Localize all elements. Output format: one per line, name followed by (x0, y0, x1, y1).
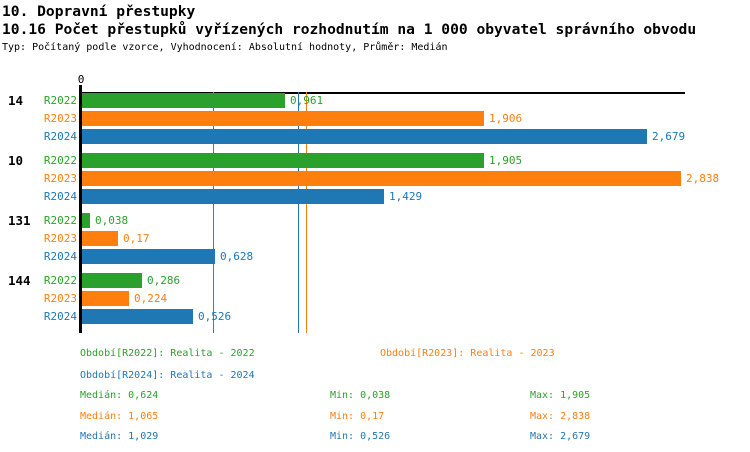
min-stat-r2023: Min: 0,17 (330, 411, 385, 422)
legend-series-r2023: Období[R2023]: Realita - 2023 (380, 348, 555, 359)
x-axis-zero-tick-label: 0 (77, 73, 85, 86)
chart-title: 10.16 Počet přestupků vyřízených rozhodn… (2, 21, 697, 38)
bar-value-label-r2024-group-14: 2,679 (652, 130, 686, 143)
bar-r2023-group-144 (82, 291, 129, 306)
bar-r2022-group-10 (82, 153, 484, 168)
bar-value-label-r2023-group-10: 2,838 (686, 172, 720, 185)
max-stat-r2023: Max: 2,838 (530, 411, 591, 422)
row-label-r2024-group-10: R2024 (43, 190, 77, 203)
bar-value-label-r2024-group-10: 1,429 (389, 190, 423, 203)
row-label-r2024-group-144: R2024 (43, 310, 77, 323)
bar-r2022-group-14 (82, 93, 285, 108)
bar-value-label-r2022-group-10: 1,905 (489, 154, 523, 167)
bar-value-label-r2023-group-144: 0,224 (134, 292, 168, 305)
row-label-r2022-group-144: R2022 (43, 274, 77, 287)
y-axis-line (79, 85, 82, 333)
min-stat-r2024: Min: 0,526 (330, 431, 391, 442)
bar-r2024-group-10 (82, 189, 384, 204)
row-label-r2022-group-10: R2022 (43, 154, 77, 167)
bar-value-label-r2024-group-131: 0,628 (220, 250, 254, 263)
row-label-r2023-group-144: R2023 (43, 292, 77, 305)
chart-subtitle: Typ: Počítaný podle vzorce, Vyhodnocení:… (2, 42, 448, 53)
row-label-r2023-group-14: R2023 (43, 112, 77, 125)
bar-r2024-group-14 (82, 129, 647, 144)
legend-series-r2022: Období[R2022]: Realita - 2022 (80, 348, 255, 359)
median-stat-r2022: Medián: 0,624 (80, 390, 159, 401)
median-line-r2023 (306, 92, 307, 333)
x-axis-line (79, 92, 685, 94)
group-label-14: 14 (8, 93, 24, 108)
row-label-r2023-group-10: R2023 (43, 172, 77, 185)
median-line-r2024 (298, 92, 299, 333)
bar-r2023-group-131 (82, 231, 118, 246)
bar-value-label-r2023-group-131: 0,17 (123, 232, 150, 245)
row-label-r2022-group-131: R2022 (43, 214, 77, 227)
bar-r2022-group-131 (82, 213, 90, 228)
bar-value-label-r2022-group-14: 0,961 (290, 94, 324, 107)
median-stat-r2023: Medián: 1,065 (80, 411, 159, 422)
max-stat-r2022: Max: 1,905 (530, 390, 591, 401)
bar-value-label-r2022-group-144: 0,286 (147, 274, 181, 287)
bar-r2024-group-144 (82, 309, 193, 324)
bar-value-label-r2024-group-144: 0,526 (198, 310, 232, 323)
page-title: 10. Dopravní přestupky (2, 3, 196, 20)
min-stat-r2022: Min: 0,038 (330, 390, 391, 401)
bar-r2024-group-131 (82, 249, 215, 264)
max-stat-r2024: Max: 2,679 (530, 431, 591, 442)
bar-r2023-group-10 (82, 171, 681, 186)
bar-r2022-group-144 (82, 273, 142, 288)
bar-r2023-group-14 (82, 111, 484, 126)
bar-value-label-r2022-group-131: 0,038 (95, 214, 129, 227)
group-label-131: 131 (8, 213, 31, 228)
legend-series-r2024: Období[R2024]: Realita - 2024 (80, 370, 255, 381)
group-label-10: 10 (8, 153, 24, 168)
median-line-r2022 (213, 92, 214, 333)
median-stat-r2024: Medián: 1,029 (80, 431, 159, 442)
bar-value-label-r2023-group-14: 1,906 (489, 112, 523, 125)
row-label-r2024-group-14: R2024 (43, 130, 77, 143)
row-label-r2024-group-131: R2024 (43, 250, 77, 263)
row-label-r2022-group-14: R2022 (43, 94, 77, 107)
group-label-144: 144 (8, 273, 31, 288)
row-label-r2023-group-131: R2023 (43, 232, 77, 245)
